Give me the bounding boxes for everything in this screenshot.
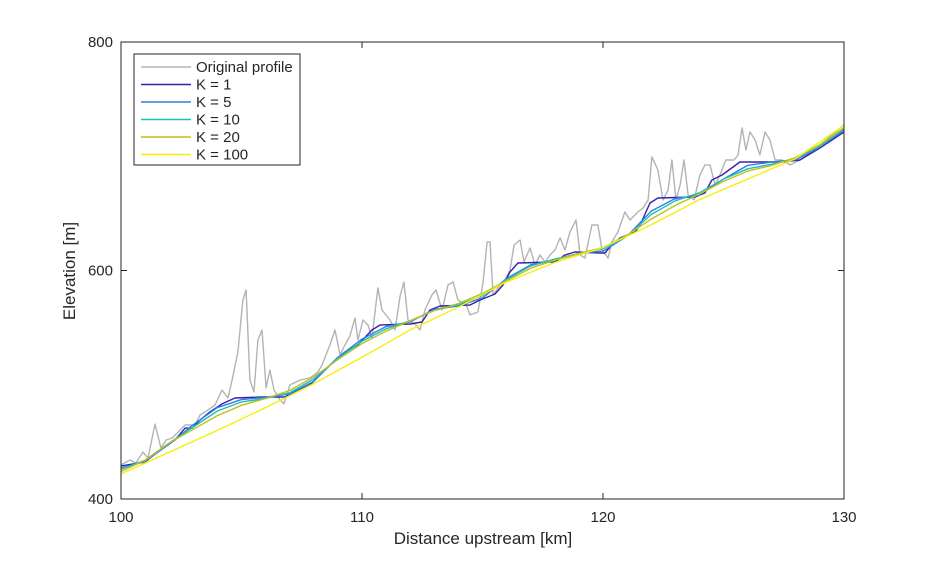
legend-label: Original profile (196, 59, 293, 76)
legend-label: K = 5 (196, 94, 231, 111)
x-tick-label: 130 (831, 509, 856, 526)
x-axis-label: Distance upstream [km] (394, 529, 573, 548)
y-tick-label: 800 (88, 34, 113, 51)
series-line-k-100 (120, 124, 845, 475)
tick-layer: 100 110 120 130 400 600 800 (88, 34, 857, 526)
x-tick-label: 120 (590, 509, 615, 526)
series-layer (120, 124, 845, 475)
x-tick-label: 100 (108, 509, 133, 526)
legend-label: K = 1 (196, 77, 231, 94)
legend-box (133, 53, 301, 166)
x-tick-label: 110 (350, 509, 374, 526)
y-tick-label: 400 (88, 491, 113, 508)
y-tick-label: 600 (88, 263, 113, 280)
legend-label: K = 100 (196, 147, 248, 164)
series-line-k-20 (120, 127, 845, 473)
y-axis-label: Elevation [m] (60, 222, 79, 320)
series-line-k-1 (120, 131, 845, 467)
series-line-original-profile (120, 124, 845, 466)
series-line-k-10 (120, 128, 845, 470)
legend-label: K = 10 (196, 112, 240, 129)
legend-label: K = 20 (196, 129, 240, 146)
